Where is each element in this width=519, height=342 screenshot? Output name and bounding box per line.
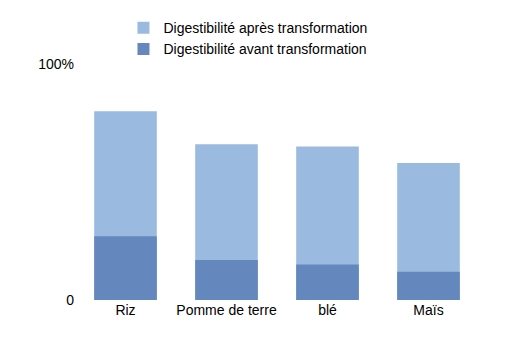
svg-text:Pomme de terre: Pomme de terre <box>176 302 277 318</box>
svg-text:0: 0 <box>66 292 74 308</box>
svg-text:Maïs: Maïs <box>413 302 443 318</box>
svg-text:blé: blé <box>318 302 337 318</box>
svg-text:100%: 100% <box>38 56 74 72</box>
svg-text:Digestibilité avant transforma: Digestibilité avant transformation <box>163 41 366 57</box>
svg-text:Riz: Riz <box>115 302 135 318</box>
svg-text:Digestibilité après transforma: Digestibilité après transformation <box>163 20 367 36</box>
